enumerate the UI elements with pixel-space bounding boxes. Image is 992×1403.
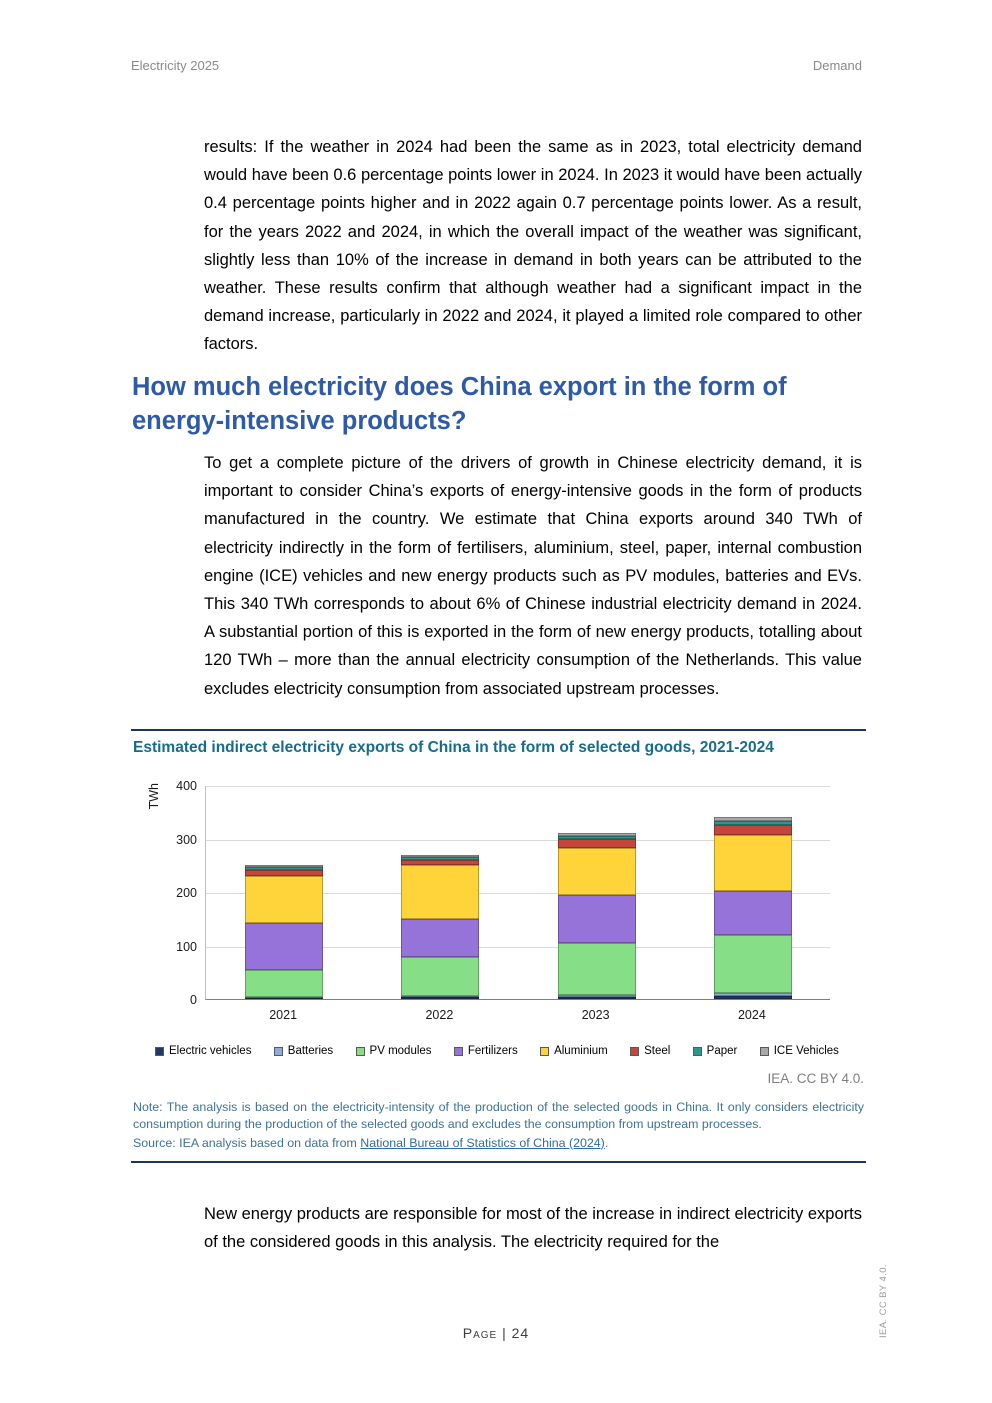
legend-swatch (692, 1046, 702, 1056)
legend-label: PV modules (369, 1045, 432, 1057)
bar-segment-electric-vehicles (713, 995, 792, 999)
bar-segment-ice-vehicles (245, 865, 324, 868)
legend-item-steel: Steel (630, 1045, 670, 1057)
bar-segment-batteries (245, 996, 324, 998)
legend-item-fertilizers: Fertilizers (453, 1045, 518, 1057)
plot-area (205, 786, 830, 1000)
stacked-bar-chart: TWh 0 100 200 300 400 2021 2022 2023 2024 (131, 775, 866, 1025)
bar-segment-steel (713, 825, 792, 835)
legend-swatch (155, 1046, 164, 1056)
bar-segment-steel (245, 869, 324, 876)
bar-segment-aluminium (713, 834, 792, 891)
bar-segment-batteries (713, 992, 792, 996)
body-paragraph-new-energy: New energy products are responsible for … (204, 1205, 862, 1252)
source-prefix: Source: IEA analysis based on data from (133, 1135, 361, 1150)
legend-label: ICE Vehicles (773, 1045, 839, 1057)
gridline (206, 946, 830, 948)
page-number: Page | 24 (462, 1325, 530, 1341)
source-link[interactable]: National Bureau of Statistics of China (… (360, 1135, 605, 1150)
bar-segment-ice-vehicles (557, 833, 636, 836)
bar-segment-fertilizers (713, 890, 792, 935)
legend-swatch (355, 1046, 365, 1056)
bar-segment-steel (401, 859, 480, 866)
bar-segment-pv-modules (557, 942, 636, 995)
y-axis-tick-label: 300 (176, 832, 197, 847)
figure-note-text: Note: The analysis is based on the elect… (133, 1100, 864, 1131)
gridline (206, 839, 830, 841)
legend-swatch (540, 1046, 550, 1056)
side-license-note: IEA. CC BY 4.0. (878, 1264, 889, 1338)
bar-segment-steel (557, 839, 636, 848)
figure-bottom-rule (131, 1161, 866, 1163)
bar-segment-aluminium (401, 865, 480, 919)
legend-item-aluminium: Aluminium (540, 1045, 608, 1057)
source-suffix: . (604, 1135, 609, 1150)
bar-segment-electric-vehicles (401, 997, 480, 999)
legend-swatch (759, 1046, 769, 1056)
figure-notes: Note: The analysis is based on the elect… (133, 1099, 864, 1151)
legend-label: Paper (706, 1045, 738, 1057)
bar-segment-paper (557, 835, 636, 840)
legend-swatch (630, 1046, 640, 1056)
y-axis-tick-label: 100 (176, 939, 197, 954)
legend-label: Steel (644, 1045, 671, 1057)
legend-item-pv-modules: PV modules (355, 1045, 432, 1057)
header-section-title: Demand (812, 58, 862, 73)
body-paragraph-weather-results: results: If the weather in 2024 had been… (204, 138, 862, 354)
x-axis-tick-label: 2024 (737, 1008, 766, 1022)
bar-segment-pv-modules (245, 970, 324, 997)
bar-segment-batteries (401, 995, 480, 998)
bar-segment-batteries (557, 994, 636, 997)
legend-swatch (453, 1046, 463, 1056)
x-axis-tick-label: 2021 (269, 1008, 298, 1022)
legend-item-batteries: Batteries (273, 1045, 334, 1057)
gridline (206, 786, 830, 787)
bar-segment-fertilizers (401, 918, 480, 958)
stacked-bar-2022 (401, 854, 480, 999)
gridline (206, 893, 830, 894)
bar-segment-aluminium (245, 875, 324, 924)
y-axis-tick-label: 200 (176, 886, 197, 900)
legend-item-ice-vehicles: ICE Vehicles (759, 1045, 839, 1057)
section-heading: How much electricity does China export i… (132, 373, 787, 435)
legend-item-electric-vehicles: Electric vehicles (155, 1045, 251, 1057)
stacked-bar-2024 (713, 817, 792, 999)
x-axis-tick-label: 2022 (425, 1008, 454, 1022)
legend-label: Batteries (287, 1045, 334, 1057)
legend-label: Aluminium (554, 1045, 608, 1057)
legend-swatch (273, 1046, 283, 1056)
bar-segment-paper (245, 867, 324, 870)
body-paragraph-exports-overview: To get a complete picture of the drivers… (204, 454, 862, 698)
bar-segment-fertilizers (557, 894, 636, 943)
stacked-bar-2023 (557, 833, 636, 999)
y-axis-tick-label: 0 (190, 993, 197, 1007)
bar-segment-fertilizers (245, 923, 324, 971)
bar-segment-pv-modules (401, 957, 480, 996)
bar-segment-electric-vehicles (245, 997, 324, 999)
figure-top-rule (131, 729, 866, 731)
legend-label: Fertilizers (467, 1045, 518, 1057)
legend-label: Electric vehicles (169, 1045, 252, 1057)
chart-legend: Electric vehicles Batteries PV modules Fert… (155, 1045, 839, 1057)
bar-segment-paper (401, 856, 480, 860)
bar-segment-paper (713, 820, 792, 826)
bar-segment-pv-modules (713, 934, 792, 993)
license-credit: IEA. CC BY 4.0. (767, 1071, 864, 1086)
bar-segment-electric-vehicles (557, 996, 636, 999)
bar-segment-ice-vehicles (401, 854, 480, 857)
page-header: Electricity 2025 Demand (131, 58, 862, 73)
figure-title: Estimated indirect electricity exports o… (133, 739, 774, 756)
y-axis-tick-label: 400 (176, 779, 197, 793)
header-report-title: Electricity 2025 (131, 58, 220, 73)
legend-item-paper: Paper (692, 1045, 738, 1057)
figure-source-line: Source: IEA analysis based on data from … (133, 1135, 864, 1152)
bar-segment-ice-vehicles (713, 817, 792, 821)
x-axis-tick-label: 2023 (581, 1008, 610, 1022)
bar-segment-aluminium (557, 847, 636, 895)
figure-block: Estimated indirect electricity exports o… (131, 729, 866, 1165)
stacked-bar-2021 (245, 865, 324, 999)
